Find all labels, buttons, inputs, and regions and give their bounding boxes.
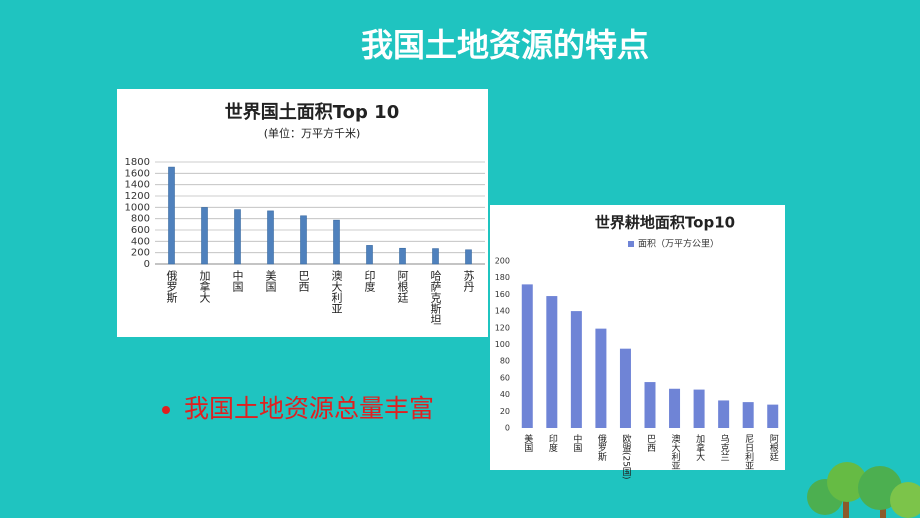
slide-title: 我国土地资源的特点 (361, 26, 649, 64)
bar (465, 249, 472, 265)
y-tick-label: 80 (500, 357, 510, 366)
y-tick-label: 0 (144, 259, 150, 270)
bar (595, 328, 607, 428)
x-tick-label: 澳大利亚 (330, 270, 343, 314)
bar (767, 404, 779, 428)
x-tick-label: 澳大利亚 (670, 433, 681, 470)
x-tick-label: 加拿大 (694, 434, 705, 462)
x-tick-label: 尼日利亚 (743, 434, 754, 470)
x-tick-label: 印度 (547, 433, 558, 453)
x-tick-label: 中国 (571, 433, 582, 453)
bar (399, 247, 406, 265)
bar (201, 207, 208, 265)
bar (432, 248, 439, 265)
x-tick-label: 哈萨克斯坦 (429, 270, 442, 325)
y-tick-label: 600 (131, 225, 150, 236)
y-tick-label: 140 (495, 307, 510, 316)
y-tick-label: 100 (495, 340, 510, 349)
tree-decoration (807, 462, 920, 518)
legend-swatch (628, 241, 634, 247)
bar (234, 209, 241, 265)
y-tick-label: 200 (131, 248, 150, 259)
x-tick-label: 美国 (522, 433, 533, 453)
x-tick-label: 乌克兰 (719, 433, 730, 461)
bar (693, 389, 705, 428)
bar (267, 210, 274, 265)
y-tick-label: 0 (505, 424, 510, 433)
bar (742, 402, 754, 428)
y-tick-label: 180 (495, 273, 510, 282)
y-tick-label: 1600 (125, 168, 150, 179)
x-tick-label: 苏丹 (462, 270, 475, 293)
bullet-text: 我国土地资源总量丰富 (184, 394, 434, 423)
x-tick-label: 美国 (264, 270, 277, 293)
y-tick-label: 400 (131, 236, 150, 247)
x-tick-label: 印度 (363, 270, 376, 293)
bullet-dot (162, 406, 170, 414)
x-tick-label: 俄罗斯 (165, 270, 178, 304)
y-tick-label: 160 (495, 290, 510, 299)
bar (521, 284, 533, 428)
y-tick-label: 1200 (125, 191, 150, 202)
x-tick-label: 中国 (231, 270, 244, 293)
bar (619, 348, 631, 428)
y-tick-label: 1000 (125, 202, 150, 213)
bar (366, 245, 373, 265)
bar (168, 166, 175, 265)
chart-title: 世界耕地面积Top10 (595, 214, 735, 232)
x-tick-label: 欧盟(25国) (620, 433, 631, 480)
y-tick-label: 40 (500, 390, 510, 399)
bar (718, 400, 730, 428)
chart-title: 世界国土面积Top 10 (225, 102, 399, 123)
bar (669, 388, 681, 428)
y-tick-label: 1800 (125, 157, 150, 168)
x-tick-label: 巴西 (297, 270, 310, 292)
y-tick-label: 1400 (125, 180, 150, 191)
x-tick-label: 加拿大 (198, 270, 211, 303)
bar (644, 382, 656, 428)
chart-background (490, 205, 785, 470)
y-tick-label: 20 (500, 407, 510, 416)
y-tick-label: 120 (495, 323, 510, 332)
bar (333, 219, 340, 265)
y-tick-label: 60 (500, 373, 510, 382)
legend-label: 面积（万平方公里） (638, 238, 719, 250)
chart-subtitle: (单位：万平方千米) (264, 126, 361, 140)
x-tick-label: 阿根廷 (396, 270, 409, 304)
x-tick-label: 巴西 (645, 434, 656, 453)
bar (546, 296, 558, 428)
bar (300, 215, 307, 265)
y-tick-label: 800 (131, 214, 150, 225)
bar (570, 311, 582, 428)
x-tick-label: 俄罗斯 (596, 433, 607, 462)
x-tick-label: 阿根廷 (768, 434, 779, 461)
chart-background (117, 89, 488, 337)
y-tick-label: 200 (495, 257, 510, 266)
